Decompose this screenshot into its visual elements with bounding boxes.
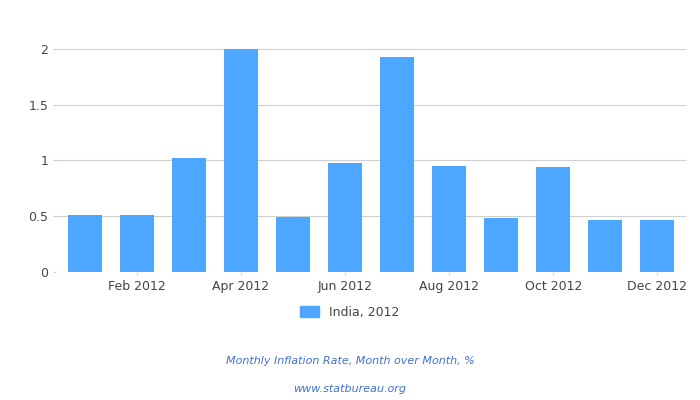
Text: www.statbureau.org: www.statbureau.org bbox=[293, 384, 407, 394]
Bar bbox=[432, 166, 466, 272]
Bar bbox=[224, 49, 258, 272]
Bar bbox=[380, 56, 414, 272]
Bar bbox=[172, 158, 206, 272]
Bar bbox=[589, 220, 622, 272]
Bar bbox=[536, 167, 570, 272]
Legend: India, 2012: India, 2012 bbox=[295, 301, 405, 324]
Bar bbox=[120, 215, 153, 272]
Text: Monthly Inflation Rate, Month over Month, %: Monthly Inflation Rate, Month over Month… bbox=[225, 356, 475, 366]
Bar bbox=[328, 163, 362, 272]
Bar bbox=[276, 217, 310, 272]
Bar bbox=[484, 218, 518, 272]
Bar bbox=[68, 215, 102, 272]
Bar bbox=[640, 220, 674, 272]
